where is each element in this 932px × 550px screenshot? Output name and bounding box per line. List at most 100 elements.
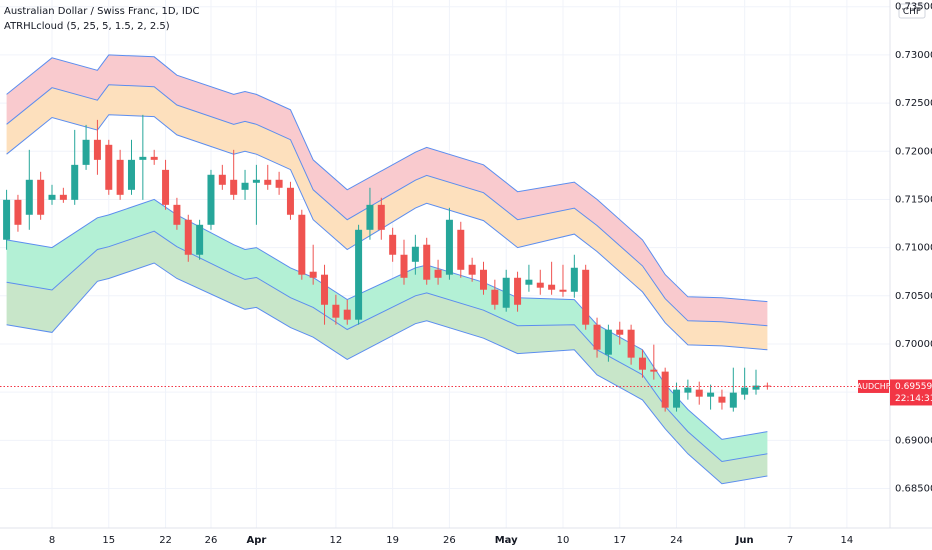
x-tick-label: 14 [840,535,853,546]
candle-body [196,224,204,255]
candle-body [525,279,533,285]
x-tick-label: 19 [386,535,399,546]
candle-body [286,187,294,215]
y-tick-label: 0.720000 [895,146,932,157]
candle-body [343,309,351,320]
x-tick-label: 26 [443,535,456,546]
candle-body [127,159,135,190]
x-tick-label: 10 [557,535,570,546]
candle-body [321,274,329,305]
candle-body [514,277,522,305]
y-tick-label: 0.685000 [895,483,932,494]
candle-body [116,159,124,195]
band-line [6,114,768,351]
x-tick-label: 8 [49,535,55,546]
candle-body [400,254,408,278]
band-fill [6,54,768,326]
y-tick-label: 0.735000 [895,2,932,13]
candle-body [3,199,11,240]
symbol-tag [858,379,889,393]
candle-body [695,389,703,397]
band-line [6,54,768,303]
candle-body [82,139,90,165]
candle-body [718,396,726,403]
y-tick-label: 0.690000 [895,435,932,446]
candle-body [707,392,715,397]
x-tick-label: 15 [102,535,115,546]
candle-body [389,234,397,255]
candle-body [604,329,612,355]
candle-body [298,214,306,275]
symbol-label: AUDCHF [857,382,891,391]
x-tick-label: 22 [159,535,172,546]
candle-body [548,284,556,290]
candle-body [570,267,578,292]
y-tick-label: 0.730000 [895,50,932,61]
candle-body [616,329,624,335]
y-tick-label: 0.715000 [895,194,932,205]
band-fill [6,84,768,350]
candle-body [252,179,260,183]
chart-title: Australian Dollar / Swiss Franc, 1D, IDC [4,6,200,17]
candle-body [241,182,249,190]
candle-body [37,179,45,215]
y-tick-label: 0.725000 [895,98,932,109]
candle-body [729,392,737,408]
x-tick-label: 17 [613,535,626,546]
candle-body [491,289,499,305]
candle-body [684,387,692,393]
currency-label[interactable]: CHF [903,7,921,17]
candle-body [25,179,33,215]
candle-body [207,174,215,225]
candle-body [59,194,67,200]
candle-body [230,179,238,195]
x-tick-label: 7 [787,535,793,546]
candle-body [457,229,465,270]
candle-body [536,282,544,288]
candle-body [673,389,681,408]
x-tick-label: Apr [246,535,266,546]
candle-body [752,385,760,390]
band-line [6,230,768,463]
candle-body [218,174,226,185]
candle-body [105,144,113,190]
candle-body [582,269,590,325]
candle-body [434,269,442,278]
candle-body [275,179,283,188]
x-tick-label: 12 [330,535,343,546]
candle-body [184,219,192,255]
band-line [6,262,768,485]
candle-body [93,139,101,160]
candle-body [627,329,635,358]
candle-body [366,204,374,230]
candle-body [309,271,317,278]
candle-body [162,169,170,205]
x-tick-label: May [495,535,518,546]
y-tick-label: 0.710000 [895,243,932,254]
candle-body [661,371,669,408]
candle-body [173,204,181,225]
band-line [6,198,768,440]
band-line [6,84,768,327]
candle-body [468,264,476,275]
candle-body [502,277,510,308]
candle-body [264,179,272,185]
candle-body [48,194,56,200]
candle-body [14,199,22,225]
indicator-label: ATRHLcloud (5, 25, 5, 1.5, 2, 2.5) [4,21,170,32]
x-tick-label: 24 [670,535,683,546]
candle-body [638,357,646,370]
currency-button[interactable] [898,3,926,19]
candle-body [411,246,419,262]
candle-body [559,289,567,292]
x-tick-label: 26 [205,535,218,546]
last-price-label: 0.695590 [895,382,932,392]
candles [3,114,771,412]
candle-body [445,219,453,275]
y-tick-label: 0.700000 [895,339,932,350]
candle-body [741,387,749,395]
price-tag [890,379,932,406]
